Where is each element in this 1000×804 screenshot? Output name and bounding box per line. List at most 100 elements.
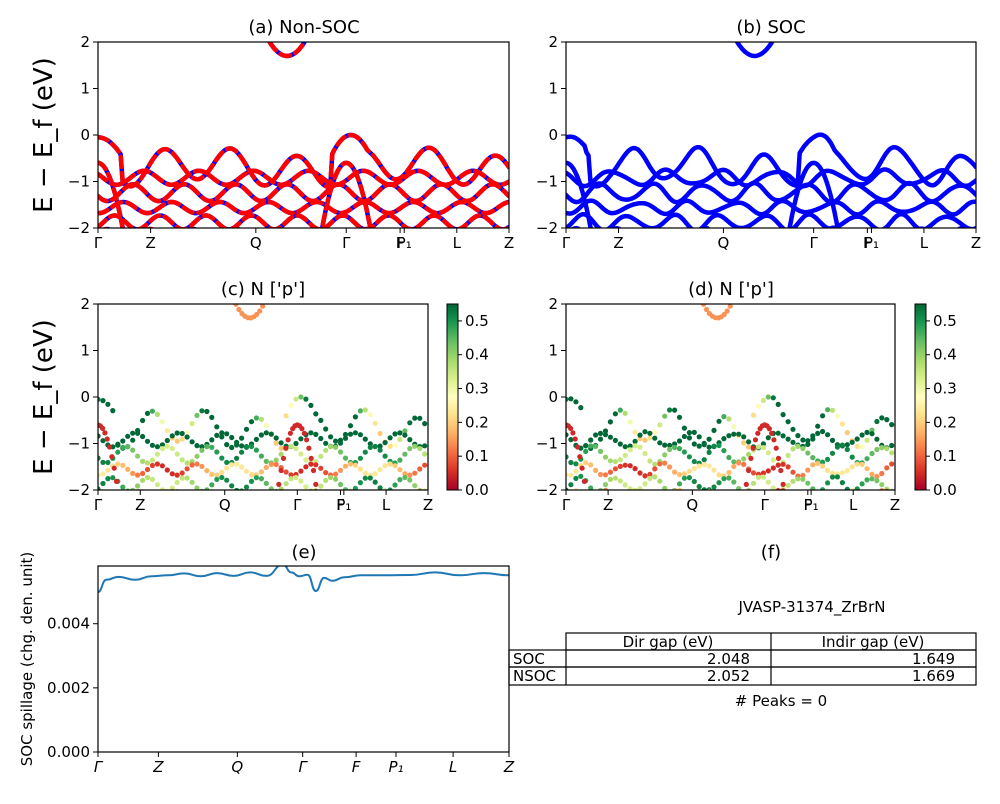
projection-point <box>869 427 875 433</box>
projection-point <box>815 517 820 522</box>
projection-point <box>622 444 628 450</box>
projection-point <box>647 516 652 521</box>
projection-point <box>864 506 869 511</box>
xtick-label: F <box>396 234 405 252</box>
projection-point <box>105 467 111 473</box>
projection-point <box>130 447 136 453</box>
projection-point <box>771 495 776 500</box>
projection-point <box>392 501 397 506</box>
projection-point <box>884 446 890 452</box>
projection-point <box>686 454 693 460</box>
projection-point <box>100 471 106 477</box>
ytick-label: −1 <box>536 173 558 191</box>
projection-point <box>706 436 712 442</box>
projection-point <box>373 515 378 520</box>
projection-point <box>397 505 402 510</box>
colorbar-tick-label: 0.0 <box>933 481 957 499</box>
projection-point <box>686 475 693 481</box>
projection-point <box>751 493 756 498</box>
projection-point <box>795 505 800 510</box>
projection-point <box>367 444 373 450</box>
colorbar-gradient <box>914 303 927 491</box>
projection-point <box>711 484 717 490</box>
projection-point <box>174 430 180 436</box>
projection-point <box>159 463 165 469</box>
projection-point <box>566 432 569 438</box>
projection-point <box>377 467 383 473</box>
projection-point <box>372 443 378 450</box>
projection-point <box>825 407 831 413</box>
projection-point <box>243 468 250 474</box>
projection-point <box>618 503 623 508</box>
projection-point <box>860 507 865 512</box>
projection-point <box>422 451 428 457</box>
projection-point <box>184 434 190 440</box>
axes-frame <box>97 303 429 491</box>
xtick-label: Q <box>250 234 262 252</box>
projection-point <box>746 439 752 445</box>
ytick-label: 2 <box>548 295 558 313</box>
projection-point <box>402 502 407 507</box>
band-line <box>98 132 509 190</box>
projection-point <box>845 490 850 495</box>
projection-point <box>588 437 594 443</box>
projection-point <box>149 442 155 448</box>
colorbar-tick-label: 0.2 <box>465 413 489 431</box>
scatter-group <box>98 304 428 521</box>
projection-point <box>125 502 130 507</box>
projection-point <box>844 430 850 436</box>
panel-c-plot: 210−1−2Γ Z Q Γ FP₁ L Z <box>68 295 433 521</box>
projection-point <box>652 466 658 472</box>
projection-point <box>422 421 428 427</box>
projection-point <box>570 430 576 436</box>
projection-point <box>214 424 220 430</box>
projection-point <box>422 488 428 490</box>
projection-point <box>785 464 791 470</box>
projection-point <box>204 408 210 415</box>
projection-point <box>874 436 880 442</box>
projection-point <box>236 306 242 313</box>
projection-point <box>140 514 145 519</box>
projection-point <box>293 396 299 402</box>
projection-point <box>780 412 786 418</box>
projection-point <box>392 431 398 437</box>
projection-point <box>269 495 274 500</box>
projection-point <box>105 512 110 517</box>
projection-point <box>155 511 160 516</box>
projection-point <box>622 452 628 458</box>
projection-point <box>249 516 254 521</box>
ytick-label: −2 <box>536 219 558 237</box>
projection-point <box>805 480 811 486</box>
spillage-line <box>98 566 509 593</box>
ytick-label: −1 <box>68 173 90 191</box>
projection-point <box>691 441 697 447</box>
projection-point <box>115 442 121 448</box>
projection-point <box>313 431 319 437</box>
projection-point <box>633 495 638 500</box>
projection-point <box>879 470 885 477</box>
projection-point <box>593 467 599 473</box>
band-line <box>566 160 593 228</box>
projection-point <box>879 482 885 488</box>
projection-point <box>140 477 146 483</box>
projection-point <box>120 505 125 510</box>
projection-point <box>303 484 309 490</box>
colorbar-tick-label: 0.0 <box>465 481 489 499</box>
projection-point <box>165 506 170 511</box>
projection-point <box>731 507 736 512</box>
projection-point <box>352 430 358 436</box>
projection-point <box>790 478 796 484</box>
projection-point <box>377 485 383 490</box>
projection-point <box>731 424 737 430</box>
projection-point <box>652 474 658 480</box>
projection-point <box>174 479 180 485</box>
projection-point <box>751 514 756 519</box>
ytick-label: 0 <box>548 388 558 406</box>
projection-point <box>815 430 821 436</box>
projection-point <box>402 474 408 481</box>
projection-point <box>179 436 185 442</box>
projection-point <box>342 435 349 441</box>
xtick-label: Q <box>219 496 231 514</box>
projection-point <box>776 515 781 520</box>
projection-point <box>392 506 397 511</box>
